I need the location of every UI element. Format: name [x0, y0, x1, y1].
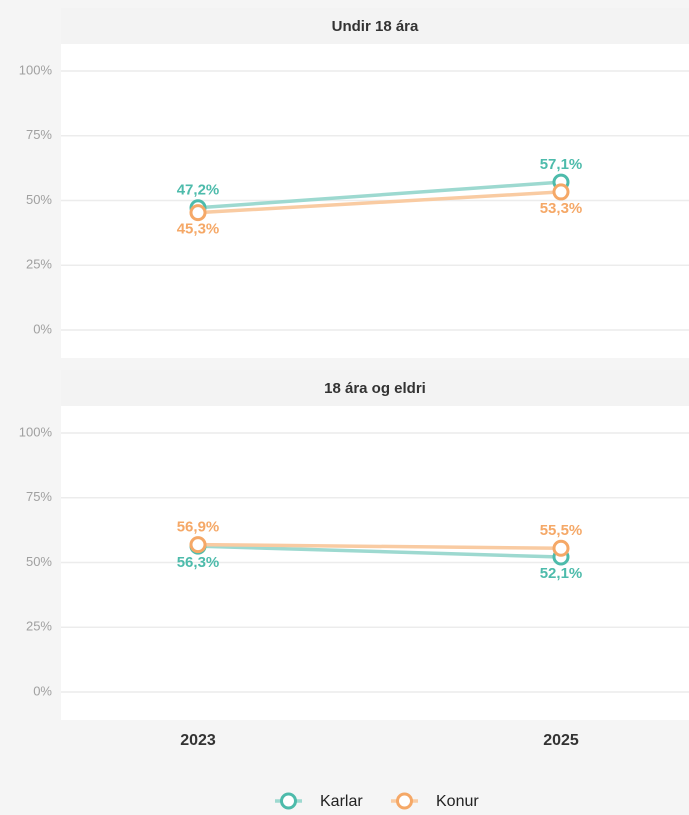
marker — [552, 183, 570, 201]
legend-marker — [280, 792, 297, 810]
legend-label: Konur — [436, 793, 479, 810]
y-tick-label: 0% — [33, 683, 52, 698]
y-tick-label: 25% — [26, 619, 52, 634]
y-tick-label: 100% — [19, 62, 53, 77]
marker — [189, 536, 207, 554]
strip — [61, 8, 689, 44]
legend-label: Karlar — [320, 793, 363, 810]
y-tick-label: 25% — [26, 257, 52, 272]
y-tick-label: 100% — [19, 424, 53, 439]
x-tick-label: 2023 — [180, 732, 216, 749]
marker — [552, 539, 570, 557]
y-tick-label: 75% — [26, 127, 52, 142]
marker — [189, 204, 207, 222]
line — [197, 190, 562, 215]
data-label: 53,3% — [540, 200, 583, 217]
x-tick-label: 2025 — [543, 732, 579, 749]
line — [197, 180, 562, 210]
data-label: 45,3% — [177, 221, 220, 238]
line — [197, 542, 562, 550]
y-tick-label: 0% — [33, 321, 52, 336]
legend-marker — [396, 792, 413, 810]
y-tick-label: 75% — [26, 489, 52, 504]
data-label: 52,1% — [540, 565, 583, 582]
facet-title: Undir 18 ára — [332, 18, 419, 35]
y-tick-label: 50% — [26, 192, 52, 207]
data-label: 56,3% — [177, 554, 220, 571]
strip — [61, 370, 689, 406]
data-label: 57,1% — [540, 156, 583, 173]
data-label: 47,2% — [177, 182, 220, 199]
y-tick-label: 50% — [26, 554, 52, 569]
facet-title: 18 ára og eldri — [324, 380, 426, 397]
data-label: 56,9% — [177, 519, 220, 536]
line — [197, 544, 562, 559]
data-label: 55,5% — [540, 522, 583, 539]
